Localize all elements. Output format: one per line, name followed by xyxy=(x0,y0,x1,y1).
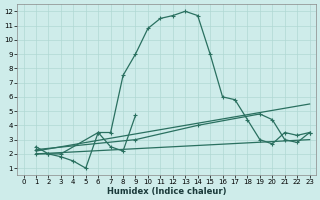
X-axis label: Humidex (Indice chaleur): Humidex (Indice chaleur) xyxy=(107,187,226,196)
